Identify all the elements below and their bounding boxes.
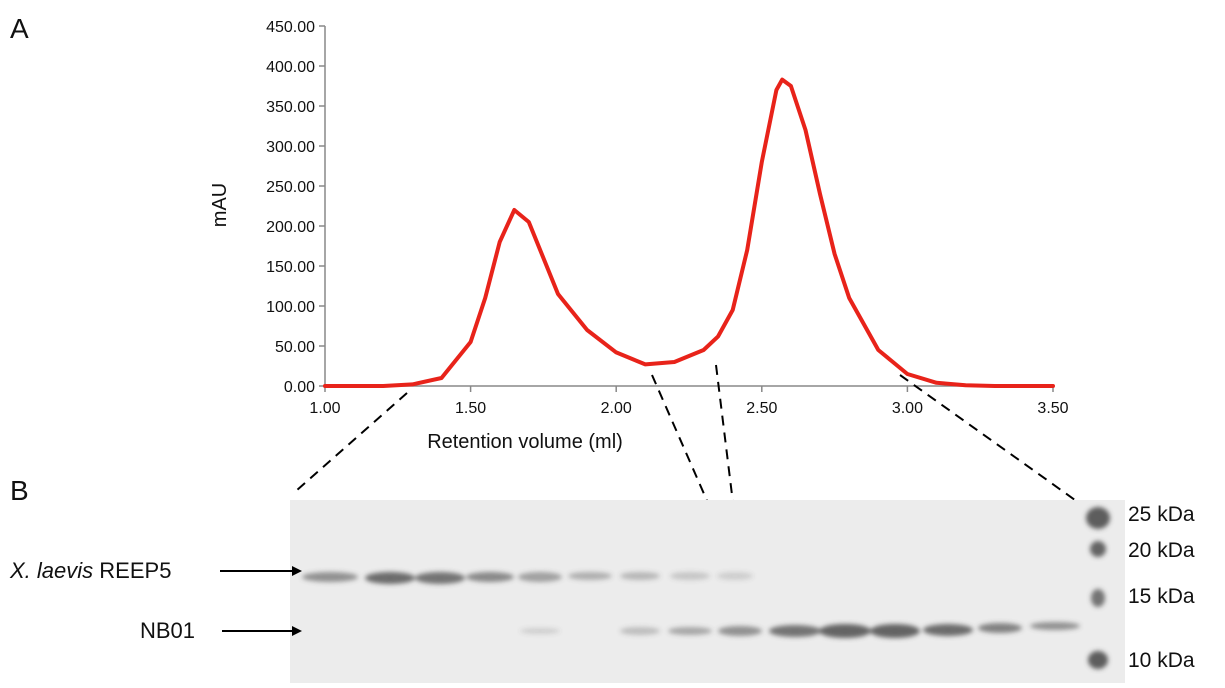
panel-label: A <box>10 13 29 44</box>
y-tick-label: 150.00 <box>266 259 315 276</box>
y-tick-label: 450.00 <box>266 19 315 36</box>
y-tick-label: 400.00 <box>266 59 315 76</box>
y-axis-label: mAU <box>209 183 231 227</box>
y-tick-label: 300.00 <box>266 139 315 156</box>
x-tick-label: 3.50 <box>1037 400 1068 417</box>
y-tick-label: 250.00 <box>266 179 315 196</box>
y-tick-label: 350.00 <box>266 99 315 116</box>
x-tick-label: 2.50 <box>746 400 777 417</box>
arrows <box>220 566 302 636</box>
marker-label: 10 kDa <box>1128 649 1195 672</box>
y-tick-label: 100.00 <box>266 299 315 316</box>
data-line <box>325 80 1053 386</box>
band-label: X. laevis REEP5 <box>9 558 171 583</box>
panel-label: B <box>10 475 29 506</box>
x-tick-label: 3.00 <box>892 400 923 417</box>
x-axis-label: Retention volume (ml) <box>427 431 623 453</box>
x-tick-label: 1.50 <box>455 400 486 417</box>
x-tick-label: 1.00 <box>309 400 340 417</box>
y-tick-label: 200.00 <box>266 219 315 236</box>
y-tick-label: 0.00 <box>284 379 315 396</box>
band-label-text: REEP5 <box>99 558 171 583</box>
y-tick-label: 50.00 <box>275 339 315 356</box>
marker-label: 25 kDa <box>1128 503 1195 526</box>
marker-label: 20 kDa <box>1128 539 1195 562</box>
x-tick-label: 2.00 <box>601 400 632 417</box>
figure: A B Retention volume (ml) mAU 0.00 50.00 1… <box>0 0 1225 683</box>
marker-label: 15 kDa <box>1128 585 1195 608</box>
band-label-italic: X. laevis <box>9 558 93 583</box>
axes: 0.00 50.00 100.00 150.00 200.00 250.00 300.00 3… <box>266 19 1069 417</box>
gel-image <box>290 500 1125 683</box>
band-label: NB01 <box>140 618 195 643</box>
